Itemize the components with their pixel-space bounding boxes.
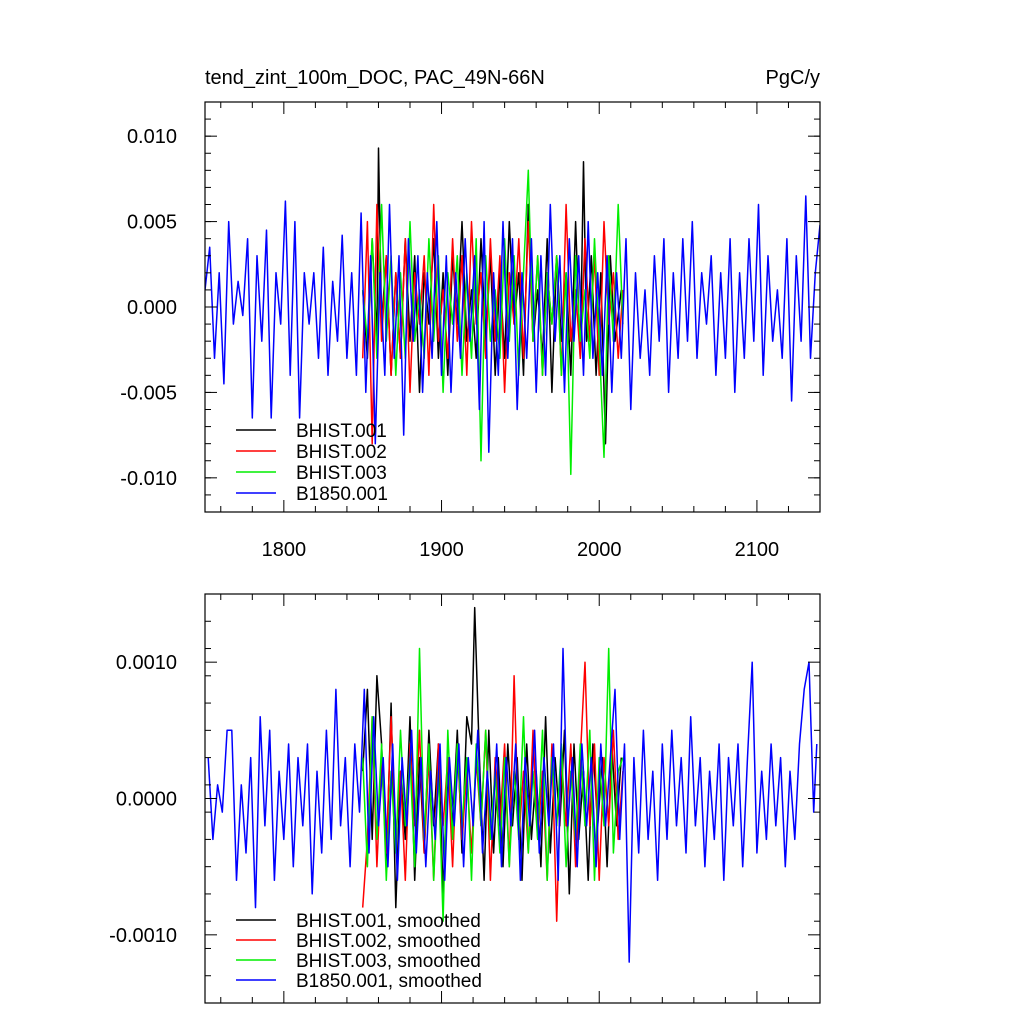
legend-label: BHIST.003, smoothed <box>296 951 481 972</box>
series-group <box>207 606 818 963</box>
legend-label: BHIST.002, smoothed <box>296 931 481 952</box>
y-tick-label: 0.010 <box>127 126 177 148</box>
y-tick-label: 0.005 <box>127 212 177 234</box>
x-tick-label: 1800 <box>262 539 307 561</box>
legend-label: B1850.001 <box>296 484 388 505</box>
y-tick-label: -0.005 <box>120 382 177 404</box>
y-tick-label: 0.000 <box>127 297 177 319</box>
y-tick-label: 0.0010 <box>116 652 177 674</box>
y-tick-label: -0.010 <box>120 468 177 490</box>
legend-label: BHIST.003 <box>296 463 387 484</box>
top-panel: 1800 1900 2000 2100 -0.010 -0.005 0.000 0.005 0.… <box>120 101 821 561</box>
y-tick-label: -0.0010 <box>109 925 177 947</box>
x-tick-label: 1900 <box>419 539 464 561</box>
legend-label: BHIST.002 <box>296 442 387 463</box>
chart-units: PgC/y <box>766 67 820 89</box>
y-tick-label: 0.0000 <box>116 789 177 811</box>
series-line-4 <box>207 647 818 963</box>
series-line-4 <box>205 195 820 453</box>
legend-label: BHIST.001, smoothed <box>296 911 481 932</box>
legend-label: BHIST.001 <box>296 421 387 442</box>
chart-title: tend_zint_100m_DOC, PAC_49N-66N <box>205 67 545 89</box>
x-tick-label: 2100 <box>735 539 780 561</box>
x-tick-label: 2000 <box>577 539 622 561</box>
series-group <box>205 147 820 476</box>
legend-label: B1850.001, smoothed <box>296 971 482 992</box>
